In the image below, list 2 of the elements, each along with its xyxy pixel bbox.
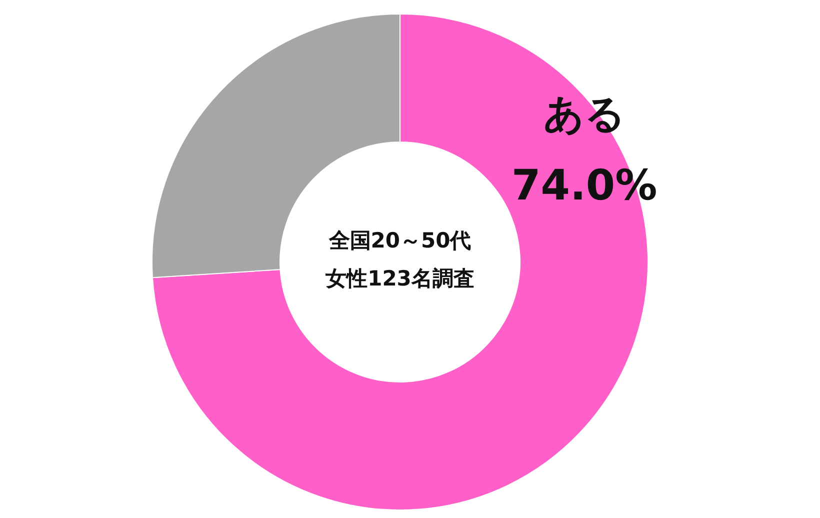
text: 女性123名調査 <box>324 266 474 291</box>
text: 全国20～50代 <box>328 228 472 253</box>
